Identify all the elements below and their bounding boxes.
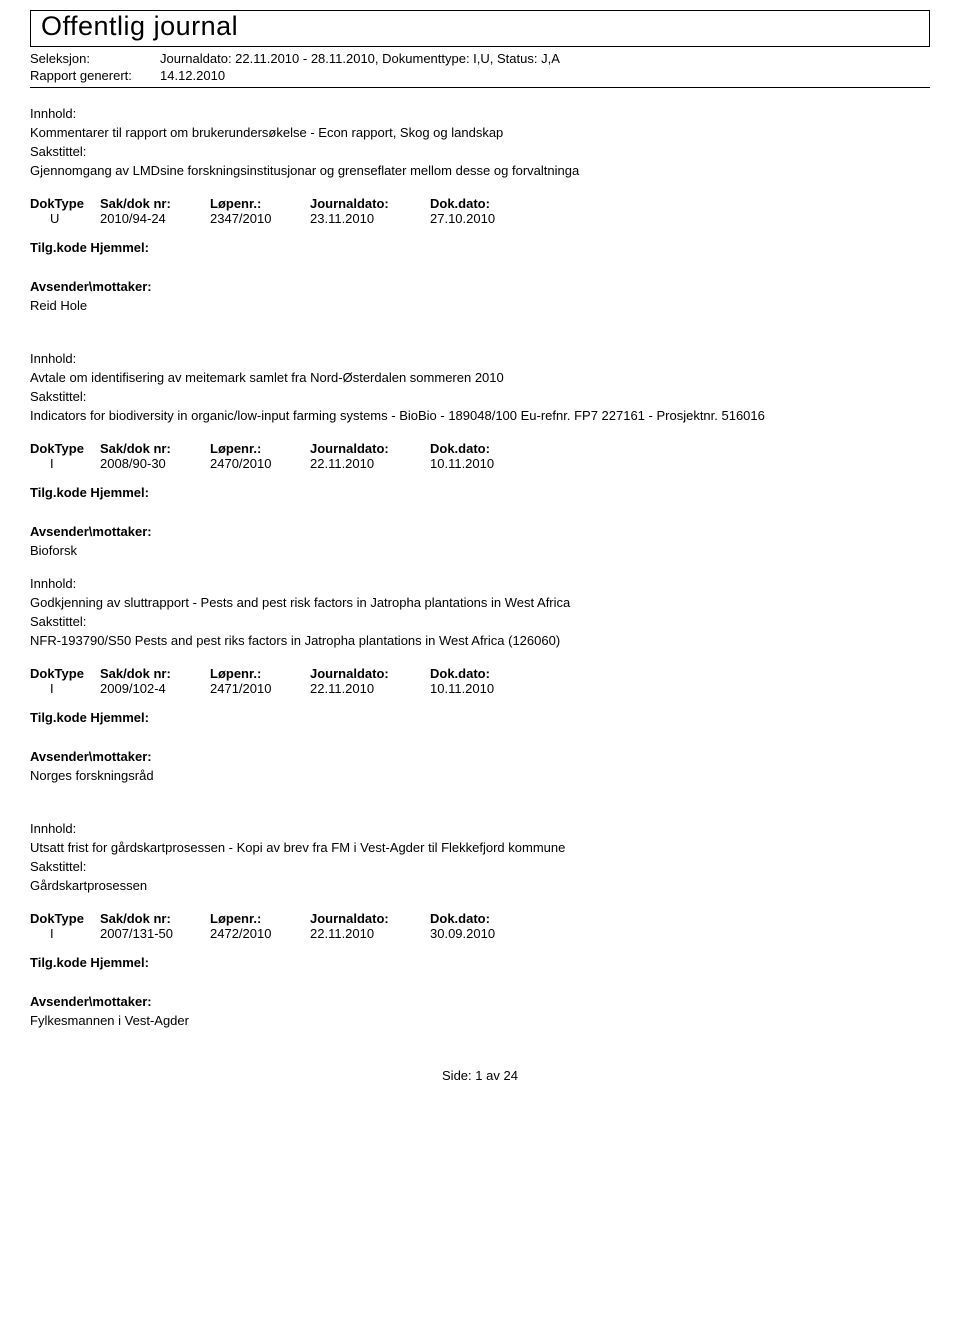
sakstittel-value: Indicators for biodiversity in organic/l…	[30, 408, 930, 423]
dokdato-value: 10.11.2010	[430, 681, 550, 696]
lopenr-label: Løpenr.:	[210, 196, 310, 211]
doc-row-values: I 2007/131-50 2472/2010 22.11.2010 30.09…	[30, 926, 930, 941]
avsender-value: Reid Hole	[30, 298, 930, 313]
saknr-label: Sak/dok nr:	[100, 911, 210, 926]
doc-row-values: I 2009/102-4 2471/2010 22.11.2010 10.11.…	[30, 681, 930, 696]
lopenr-value: 2470/2010	[210, 456, 310, 471]
innhold-label: Innhold:	[30, 821, 930, 836]
page-current: 1	[475, 1068, 482, 1083]
sakstittel-value: Gjennomgang av LMDsine forskningsinstitu…	[30, 163, 930, 178]
rapport-label: Rapport generert:	[30, 68, 160, 83]
lopenr-value: 2471/2010	[210, 681, 310, 696]
journaldato-value: 23.11.2010	[310, 211, 430, 226]
seleksjon-label: Seleksjon:	[30, 51, 160, 66]
avsender-value: Bioforsk	[30, 543, 930, 558]
journaldato-label: Journaldato:	[310, 911, 430, 926]
tilgkode-label: Tilg.kode Hjemmel:	[30, 710, 930, 725]
avsender-value: Norges forskningsråd	[30, 768, 930, 783]
innhold-label: Innhold:	[30, 351, 930, 366]
doktype-label: DokType	[30, 441, 100, 456]
journal-entry: Innhold: Kommentarer til rapport om bruk…	[30, 106, 930, 313]
sakstittel-label: Sakstittel:	[30, 614, 930, 629]
lopenr-label: Løpenr.:	[210, 666, 310, 681]
tilgkode-label: Tilg.kode Hjemmel:	[30, 240, 930, 255]
dokdato-label: Dok.dato:	[430, 911, 550, 926]
page-title: Offentlig journal	[41, 11, 238, 41]
doktype-value: I	[30, 456, 100, 471]
doktype-label: DokType	[30, 911, 100, 926]
avsender-label: Avsender\mottaker:	[30, 749, 930, 764]
saknr-value: 2010/94-24	[100, 211, 210, 226]
avsender-label: Avsender\mottaker:	[30, 279, 930, 294]
journaldato-label: Journaldato:	[310, 441, 430, 456]
saknr-value: 2009/102-4	[100, 681, 210, 696]
doc-row-header: DokType Sak/dok nr: Løpenr.: Journaldato…	[30, 911, 930, 926]
innhold-value: Godkjenning av sluttrapport - Pests and …	[30, 595, 930, 610]
rapport-row: Rapport generert: 14.12.2010	[30, 68, 930, 83]
doktype-value: I	[30, 926, 100, 941]
sakstittel-value: Gårdskartprosessen	[30, 878, 930, 893]
page-footer: Side: 1 av 24	[30, 1068, 930, 1083]
dokdato-label: Dok.dato:	[430, 666, 550, 681]
doktype-value: U	[30, 211, 100, 226]
saknr-label: Sak/dok nr:	[100, 196, 210, 211]
title-box: Offentlig journal	[30, 10, 930, 47]
rapport-value: 14.12.2010	[160, 68, 225, 83]
journaldato-value: 22.11.2010	[310, 681, 430, 696]
innhold-value: Avtale om identifisering av meitemark sa…	[30, 370, 930, 385]
page-sep: av	[486, 1068, 500, 1083]
seleksjon-row: Seleksjon: Journaldato: 22.11.2010 - 28.…	[30, 51, 930, 66]
doc-row-values: U 2010/94-24 2347/2010 23.11.2010 27.10.…	[30, 211, 930, 226]
doktype-label: DokType	[30, 666, 100, 681]
innhold-value: Utsatt frist for gårdskartprosessen - Ko…	[30, 840, 930, 855]
avsender-label: Avsender\mottaker:	[30, 524, 930, 539]
journaldato-label: Journaldato:	[310, 666, 430, 681]
avsender-value: Fylkesmannen i Vest-Agder	[30, 1013, 930, 1028]
journaldato-value: 22.11.2010	[310, 926, 430, 941]
page-total: 24	[504, 1068, 518, 1083]
tilgkode-label: Tilg.kode Hjemmel:	[30, 485, 930, 500]
doc-row-header: DokType Sak/dok nr: Løpenr.: Journaldato…	[30, 666, 930, 681]
dokdato-value: 30.09.2010	[430, 926, 550, 941]
sakstittel-label: Sakstittel:	[30, 389, 930, 404]
header-divider	[30, 87, 930, 88]
doktype-label: DokType	[30, 196, 100, 211]
journaldato-value: 22.11.2010	[310, 456, 430, 471]
header-meta: Seleksjon: Journaldato: 22.11.2010 - 28.…	[30, 51, 930, 83]
innhold-value: Kommentarer til rapport om brukerundersø…	[30, 125, 930, 140]
saknr-label: Sak/dok nr:	[100, 666, 210, 681]
lopenr-label: Løpenr.:	[210, 911, 310, 926]
dokdato-value: 10.11.2010	[430, 456, 550, 471]
doc-row-header: DokType Sak/dok nr: Løpenr.: Journaldato…	[30, 441, 930, 456]
sakstittel-value: NFR-193790/S50 Pests and pest riks facto…	[30, 633, 930, 648]
doc-row-values: I 2008/90-30 2470/2010 22.11.2010 10.11.…	[30, 456, 930, 471]
side-label: Side:	[442, 1068, 472, 1083]
journaldato-label: Journaldato:	[310, 196, 430, 211]
tilgkode-label: Tilg.kode Hjemmel:	[30, 955, 930, 970]
lopenr-value: 2347/2010	[210, 211, 310, 226]
sakstittel-label: Sakstittel:	[30, 144, 930, 159]
sakstittel-label: Sakstittel:	[30, 859, 930, 874]
journal-entry: Innhold: Avtale om identifisering av mei…	[30, 351, 930, 558]
avsender-label: Avsender\mottaker:	[30, 994, 930, 1009]
seleksjon-value: Journaldato: 22.11.2010 - 28.11.2010, Do…	[160, 51, 560, 66]
lopenr-label: Løpenr.:	[210, 441, 310, 456]
doc-row-header: DokType Sak/dok nr: Løpenr.: Journaldato…	[30, 196, 930, 211]
innhold-label: Innhold:	[30, 106, 930, 121]
saknr-value: 2007/131-50	[100, 926, 210, 941]
dokdato-label: Dok.dato:	[430, 441, 550, 456]
saknr-value: 2008/90-30	[100, 456, 210, 471]
innhold-label: Innhold:	[30, 576, 930, 591]
journal-entry: Innhold: Utsatt frist for gårdskartprose…	[30, 821, 930, 1028]
journal-entry: Innhold: Godkjenning av sluttrapport - P…	[30, 576, 930, 783]
lopenr-value: 2472/2010	[210, 926, 310, 941]
dokdato-value: 27.10.2010	[430, 211, 550, 226]
saknr-label: Sak/dok nr:	[100, 441, 210, 456]
dokdato-label: Dok.dato:	[430, 196, 550, 211]
doktype-value: I	[30, 681, 100, 696]
